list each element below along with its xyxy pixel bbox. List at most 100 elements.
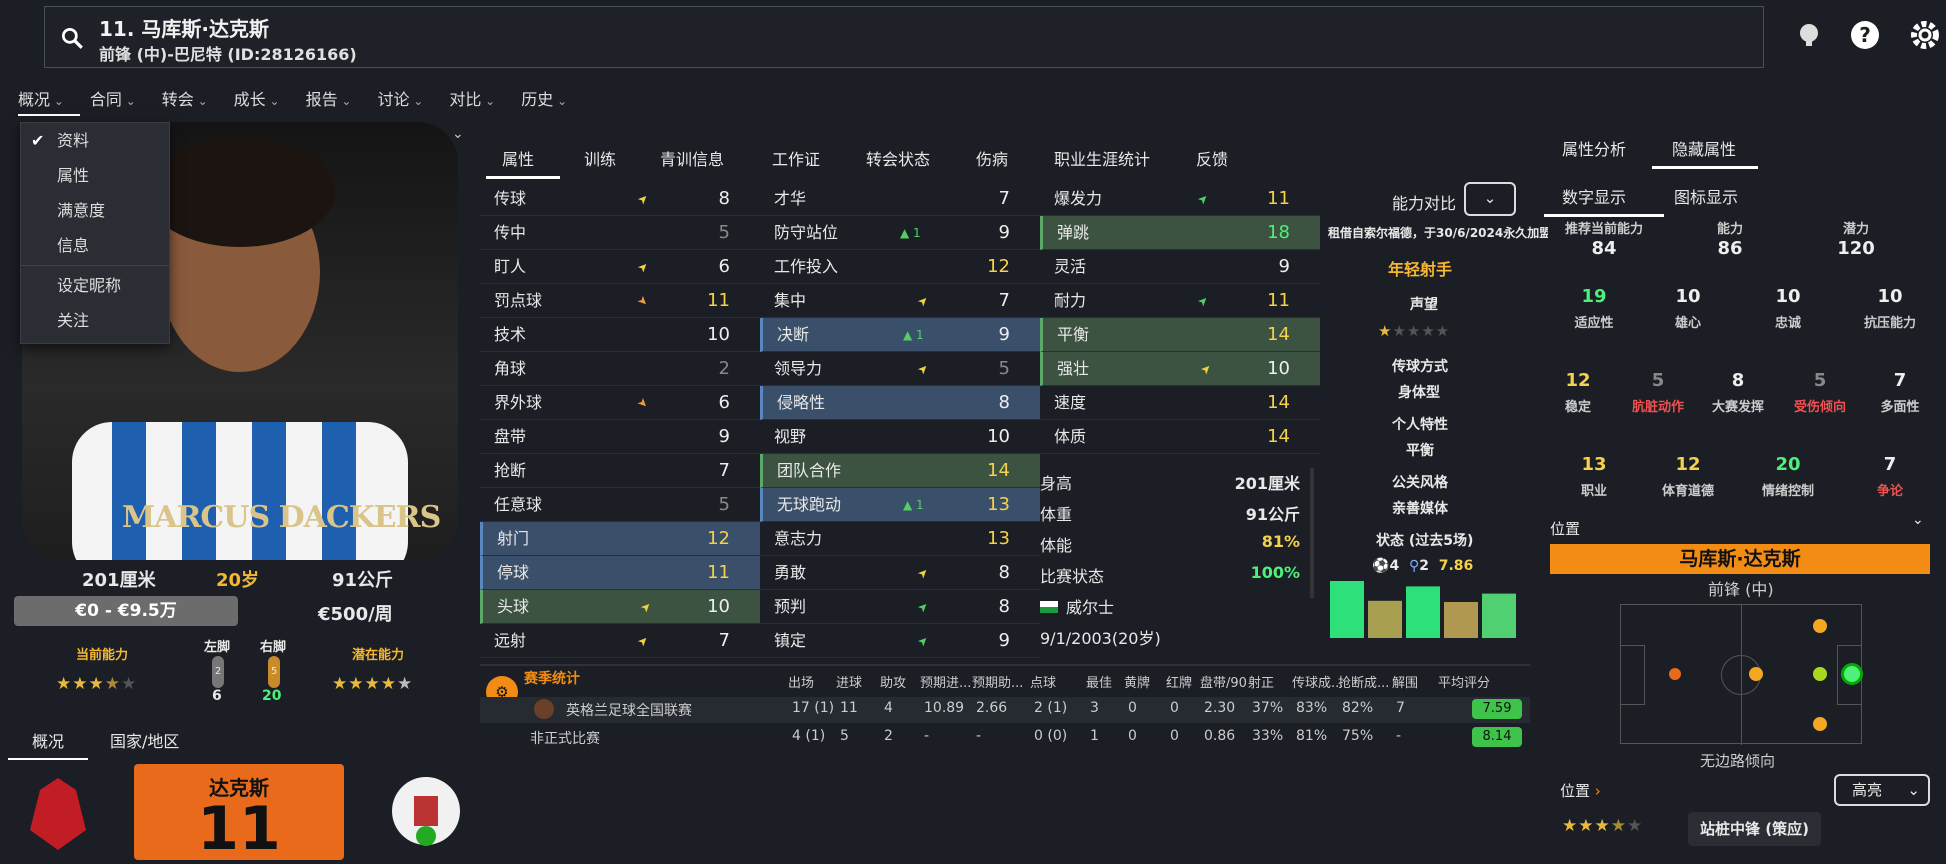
- position-chevron-icon[interactable]: ⌄: [1912, 512, 1924, 528]
- brain-icon[interactable]: [1792, 18, 1826, 52]
- highlight-select[interactable]: 高亮 ⌄: [1834, 774, 1930, 806]
- attribute-row[interactable]: 意志力 13: [760, 522, 1040, 556]
- menu-compare[interactable]: 对比: [449, 86, 495, 110]
- tab-injury[interactable]: 伤病: [976, 150, 1009, 169]
- info-scrollbar[interactable]: [1310, 468, 1314, 598]
- player-title: 11. 马库斯·达克斯: [99, 17, 269, 41]
- attribute-row[interactable]: 速度 14: [1040, 386, 1320, 420]
- nation[interactable]: 威尔士: [1066, 598, 1115, 617]
- dropdown-follow[interactable]: 关注: [57, 311, 90, 330]
- attribute-row[interactable]: 团队合作 14: [760, 454, 1040, 488]
- right-subtab-underline: [1544, 214, 1664, 217]
- season-title[interactable]: 赛季统计: [524, 671, 580, 687]
- season-col-header[interactable]: 平均评分: [1438, 676, 1491, 691]
- season-col-header[interactable]: 预期助...: [972, 676, 1024, 691]
- season-col-header[interactable]: 抢断成...: [1338, 676, 1390, 691]
- season-col-header[interactable]: 盘带/90: [1200, 676, 1247, 691]
- menu-development[interactable]: 成长: [234, 86, 280, 110]
- season-col-header[interactable]: 出场: [788, 676, 815, 691]
- attribute-row[interactable]: 工作投入 12: [760, 250, 1040, 284]
- attribute-row[interactable]: 集中 7 ➤: [760, 284, 1040, 318]
- attribute-row[interactable]: 盯人 6 ➤: [480, 250, 760, 284]
- season-col-header[interactable]: 进球: [836, 676, 863, 691]
- attribute-row[interactable]: 传中 5: [480, 216, 760, 250]
- attribute-row[interactable]: 罚点球 11 ➤: [480, 284, 760, 318]
- attribute-row[interactable]: 强壮 10 ➤: [1040, 352, 1320, 386]
- subtab-icon[interactable]: 图标显示: [1674, 188, 1739, 207]
- season-col-header[interactable]: 黄牌: [1124, 676, 1151, 691]
- help-icon[interactable]: ?: [1848, 18, 1882, 52]
- dropdown-happiness[interactable]: 满意度: [57, 201, 106, 220]
- attribute-row[interactable]: 射门 12: [480, 522, 760, 556]
- menu-overview[interactable]: 概况: [18, 86, 64, 110]
- attribute-row[interactable]: 决断 9 ▲ 1: [760, 318, 1040, 352]
- attribute-row[interactable]: 才华 7: [760, 182, 1040, 216]
- attribute-row[interactable]: 无球跑动 13 ▲ 1: [760, 488, 1040, 522]
- dropdown-nickname[interactable]: 设定昵称: [57, 276, 122, 295]
- attribute-row[interactable]: 灵活 9: [1040, 250, 1320, 284]
- competition-name[interactable]: 非正式比赛: [530, 731, 600, 747]
- attribute-row[interactable]: 盘带 9: [480, 420, 760, 454]
- season-col-header[interactable]: 传球成...: [1292, 676, 1344, 691]
- nation-row: 威尔士: [1040, 594, 1310, 625]
- attribute-row[interactable]: 体质 14: [1040, 420, 1320, 454]
- tab-attributes[interactable]: 属性: [502, 150, 535, 169]
- season-col-header[interactable]: 点球: [1030, 676, 1057, 691]
- season-col-header[interactable]: 红牌: [1166, 676, 1193, 691]
- tab-attr-analysis[interactable]: 属性分析: [1562, 140, 1627, 159]
- attribute-row[interactable]: 勇敢 8 ➤: [760, 556, 1040, 590]
- attribute-row[interactable]: 弹跳 18: [1040, 216, 1320, 250]
- menu-transfer[interactable]: 转会: [162, 86, 208, 110]
- attribute-name: 罚点球: [494, 291, 543, 310]
- subtab-number[interactable]: 数字显示: [1562, 188, 1627, 207]
- search-bar[interactable]: 11. 马库斯·达克斯 前锋 (中)-巴尼特 (ID:28126166): [44, 6, 1764, 68]
- menu-contract[interactable]: 合同: [90, 86, 136, 110]
- attribute-row[interactable]: 角球 2: [480, 352, 760, 386]
- season-col-header[interactable]: 最佳: [1086, 676, 1113, 691]
- tab-youth[interactable]: 青训信息: [660, 150, 725, 169]
- season-row[interactable]: [480, 697, 1530, 723]
- attribute-row[interactable]: 爆发力 11 ➤: [1040, 182, 1320, 216]
- season-col-header[interactable]: 助攻: [880, 676, 907, 691]
- season-col-header[interactable]: 射正: [1248, 676, 1275, 691]
- attribute-row[interactable]: 领导力 5 ➤: [760, 352, 1040, 386]
- attribute-row[interactable]: 远射 7 ➤: [480, 624, 760, 658]
- attribute-row[interactable]: 传球 8 ➤: [480, 182, 760, 216]
- attribute-row[interactable]: 技术 10: [480, 318, 760, 352]
- compare-dropdown[interactable]: ⌄: [1464, 182, 1516, 216]
- right-foot-gauge: 5: [268, 656, 280, 688]
- attribute-row[interactable]: 任意球 5: [480, 488, 760, 522]
- attribute-row[interactable]: 预判 8 ➤: [760, 590, 1040, 624]
- tab-workpermit[interactable]: 工作证: [772, 150, 821, 169]
- tab-transfer-status[interactable]: 转会状态: [866, 150, 931, 169]
- attribute-row[interactable]: 界外球 6 ➤: [480, 386, 760, 420]
- position2-label[interactable]: 位置 ›: [1560, 782, 1601, 800]
- tab-nation[interactable]: 国家/地区: [110, 732, 180, 751]
- photo-chevron-icon[interactable]: ⌄: [452, 126, 464, 142]
- attribute-row[interactable]: 防守站位 9 ▲ 1: [760, 216, 1040, 250]
- attribute-row[interactable]: 头球 10 ➤: [480, 590, 760, 624]
- menu-reports[interactable]: 报告: [306, 86, 352, 110]
- attribute-row[interactable]: 侵略性 8: [760, 386, 1040, 420]
- tab-overview[interactable]: 概况: [32, 732, 65, 751]
- attribute-row[interactable]: 平衡 14: [1040, 318, 1320, 352]
- tab-training[interactable]: 训练: [584, 150, 617, 169]
- gear-icon[interactable]: [1908, 18, 1942, 52]
- attribute-row[interactable]: 视野 10: [760, 420, 1040, 454]
- competition-name[interactable]: 英格兰足球全国联赛: [566, 703, 692, 719]
- dropdown-info[interactable]: 信息: [57, 236, 90, 255]
- tab-hidden-attrs[interactable]: 隐藏属性: [1672, 140, 1737, 159]
- attribute-value: 9: [998, 630, 1010, 651]
- attribute-row[interactable]: 镇定 9 ➤: [760, 624, 1040, 658]
- menu-history[interactable]: 历史: [521, 86, 567, 110]
- menu-discuss[interactable]: 讨论: [377, 86, 423, 110]
- tab-feedback[interactable]: 反馈: [1196, 150, 1229, 169]
- tab-career[interactable]: 职业生涯统计: [1054, 150, 1151, 169]
- attribute-row[interactable]: 抢断 7: [480, 454, 760, 488]
- attribute-row[interactable]: 耐力 11 ➤: [1040, 284, 1320, 318]
- dropdown-attributes[interactable]: 属性: [57, 166, 90, 185]
- attribute-row[interactable]: 停球 11: [480, 556, 760, 590]
- season-col-header[interactable]: 预期进...: [920, 676, 972, 691]
- season-col-header[interactable]: 解围: [1392, 676, 1419, 691]
- dropdown-profile[interactable]: 资料: [21, 123, 169, 158]
